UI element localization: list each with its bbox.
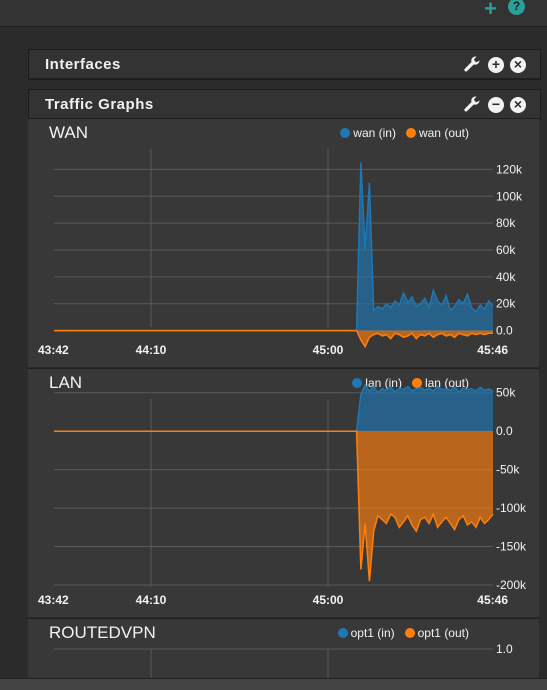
series-line-out	[54, 329, 493, 349]
bottom-bar	[0, 678, 547, 690]
add-widget-button[interactable]: +	[488, 57, 504, 73]
wrench-icon[interactable]	[462, 55, 482, 75]
x-tick-label: 45:46	[477, 593, 508, 607]
graph-title: WAN	[49, 123, 89, 142]
wan-chart[interactable]: 120k 100k 80k 60k 40k 20k 0.0 43:42 44:10 45:00 45…	[28, 119, 539, 367]
y-tick-label: 100k	[496, 189, 523, 203]
legend-in[interactable]: wan (in)	[340, 126, 396, 140]
series-area-out	[54, 330, 493, 347]
legend-label: wan (in)	[353, 126, 396, 140]
routedvpn-chart[interactable]: 1.0	[28, 619, 539, 681]
y-tick-label: 80k	[496, 216, 516, 230]
out-dot-icon	[405, 128, 416, 138]
x-tick-label: 45:00	[313, 593, 344, 607]
routedvpn-graph: ROUTEDVPN opt1 (in) opt1 (out) 1.0	[28, 618, 539, 681]
x-tick-label: 44:10	[136, 593, 167, 607]
top-toolbar: + ?	[0, 0, 547, 27]
lan-graph: LAN lan (in) lan (out) 50k 0.0 -50k -100k -1…	[28, 368, 539, 617]
x-tick-label: 43:42	[38, 593, 69, 607]
legend-out[interactable]: lan (out)	[411, 376, 469, 390]
out-dot-icon	[404, 628, 415, 638]
panel-title: Interfaces	[45, 56, 121, 73]
y-tick-label: -50k	[496, 463, 520, 477]
y-tick-label: 50k	[496, 386, 516, 400]
series-area-in	[54, 162, 493, 331]
wrench-icon[interactable]	[462, 95, 482, 115]
legend-label: opt1 (out)	[417, 626, 469, 640]
legend: opt1 (in) opt1 (out)	[337, 626, 469, 640]
panel-title: Traffic Graphs	[45, 96, 154, 113]
y-tick-label: -200k	[496, 578, 527, 592]
series-area-out	[54, 431, 493, 582]
plus-icon[interactable]: +	[484, 0, 497, 21]
legend-label: opt1 (in)	[350, 626, 395, 640]
x-tick-label: 45:46	[477, 343, 508, 357]
legend-in[interactable]: opt1 (in)	[337, 626, 395, 640]
legend-out[interactable]: wan (out)	[405, 126, 469, 140]
legend-out[interactable]: opt1 (out)	[404, 626, 469, 640]
in-dot-icon	[352, 378, 363, 388]
wan-graph: WAN wan (in) wan (out) 120k 100k 80k 60k 40k…	[28, 118, 539, 367]
x-tick-label: 44:10	[136, 343, 167, 357]
legend-label: lan (out)	[424, 376, 469, 390]
close-widget-button[interactable]: ×	[510, 97, 526, 113]
graph-title: ROUTEDVPN	[49, 623, 156, 642]
in-dot-icon	[337, 628, 348, 638]
y-tick-label: 0.0	[496, 424, 513, 438]
x-tick-label: 43:42	[38, 343, 69, 357]
legend: wan (in) wan (out)	[340, 126, 469, 140]
lan-chart[interactable]: 50k 0.0 -50k -100k -150k -200k 43:42 44:10 45:00…	[28, 369, 539, 617]
minimize-widget-button[interactable]: −	[488, 97, 504, 113]
y-tick-label: 40k	[496, 270, 516, 284]
x-tick-label: 45:00	[313, 343, 344, 357]
close-widget-button[interactable]: ×	[510, 57, 526, 73]
y-tick-label: -150k	[496, 540, 527, 554]
y-tick-label: 20k	[496, 297, 516, 311]
series-area-in	[54, 385, 493, 432]
traffic-graphs-panel-header: Traffic Graphs − ×	[29, 90, 540, 119]
series-line-out	[54, 430, 494, 582]
legend-label: wan (out)	[418, 126, 469, 140]
y-tick-label: 60k	[496, 243, 516, 257]
out-dot-icon	[411, 378, 422, 388]
y-tick-label: 120k	[496, 162, 523, 176]
y-tick-label: 0.0	[496, 324, 513, 338]
in-dot-icon	[340, 128, 351, 138]
question-icon[interactable]: ?	[508, 0, 525, 15]
y-tick-label: 1.0	[496, 642, 513, 656]
traffic-graphs-panel: Traffic Graphs − ×	[28, 89, 541, 120]
interfaces-panel: Interfaces + ×	[28, 49, 541, 80]
y-tick-label: -100k	[496, 501, 527, 515]
interfaces-panel-header: Interfaces + ×	[29, 50, 540, 79]
graph-title: LAN	[49, 373, 83, 392]
